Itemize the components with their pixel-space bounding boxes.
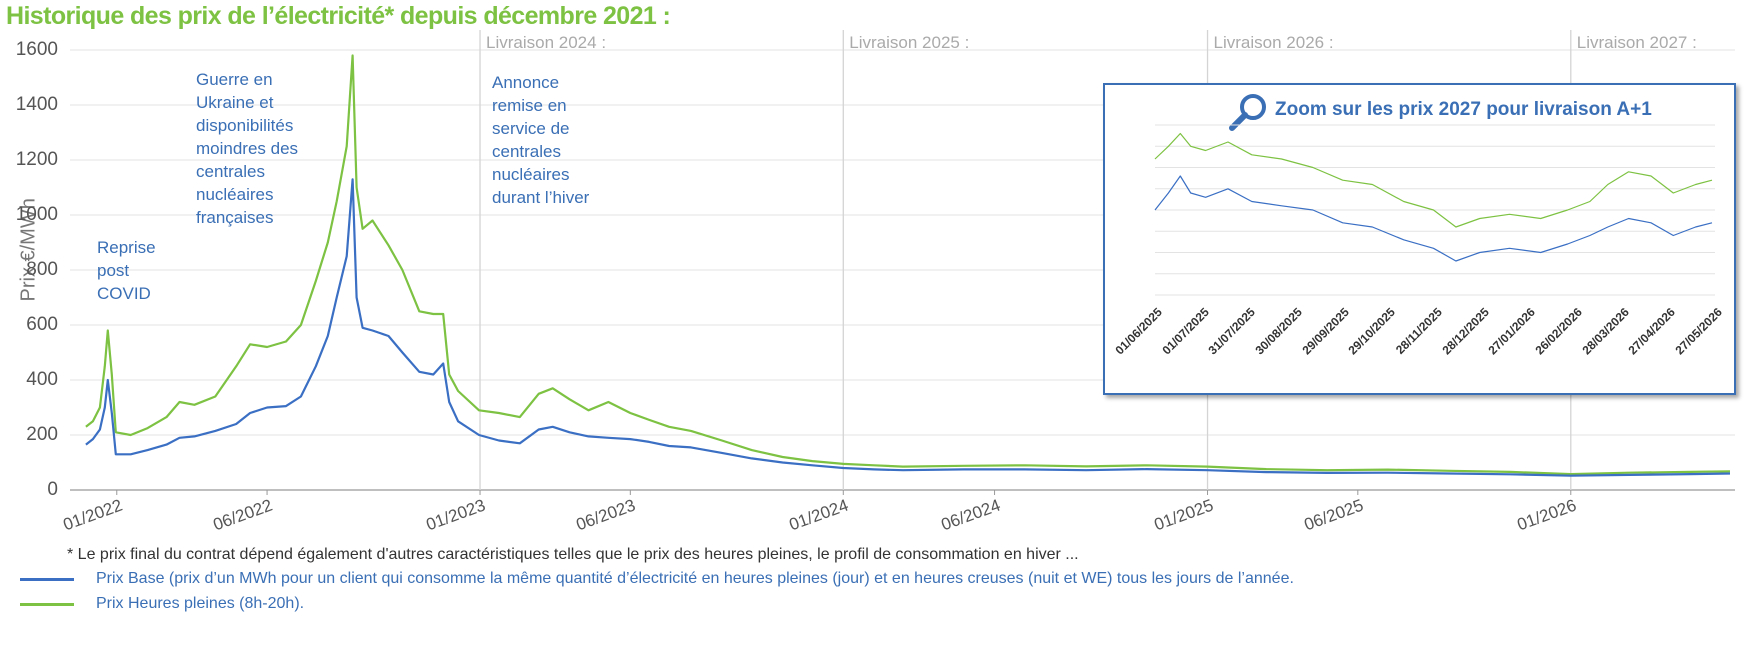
- annotation-line: service de: [492, 119, 570, 138]
- y-tick-label: 1200: [15, 149, 58, 170]
- annotation-line: Annonce: [492, 73, 560, 92]
- y-tick-label: 600: [26, 314, 58, 335]
- annotation-line: durant l’hiver: [492, 188, 590, 207]
- annotation-line: remise en: [492, 96, 567, 115]
- legend-label-base: Prix Base (prix d’un MWh pour un client …: [96, 570, 1294, 587]
- delivery-label: Livraison 2026 :: [1213, 33, 1334, 52]
- annotation-3: Annonce remise en service de centrales nuclé…: [492, 71, 589, 209]
- annotation-line: françaises: [196, 208, 274, 227]
- legend-item-base: Prix Base (prix d’un MWh pour un client …: [20, 568, 1294, 590]
- annotation-line: Ukraine et: [196, 93, 274, 112]
- annotation-line: Reprise: [97, 238, 156, 257]
- annotation-2: Guerre en Ukraine et disponibilités moindre…: [196, 68, 298, 229]
- series-line-heures-pleines: [85, 54, 1731, 476]
- chart-title: Historique des prix de l’électricité* de…: [6, 2, 671, 30]
- delivery-label: Livraison 2027 :: [1576, 33, 1697, 52]
- annotation-line: Guerre en: [196, 70, 273, 89]
- legend-item-hp: Prix Heures pleines (8h-20h).: [20, 593, 304, 615]
- inset-zoom-panel: Zoom sur les prix 2027 pour livraison A+…: [1103, 83, 1736, 395]
- legend-swatch-hp: [20, 602, 74, 606]
- y-tick-label: 1600: [15, 39, 58, 60]
- legend-label-hp: Prix Heures pleines (8h-20h).: [96, 595, 305, 612]
- legend-swatch-base: [20, 577, 74, 581]
- y-tick-label: 0: [47, 479, 58, 500]
- annotation-line: moindres des: [196, 139, 299, 158]
- annotation-line: nucléaires: [492, 165, 570, 184]
- annotation-line: nucléaires: [196, 185, 274, 204]
- annotation-line: post: [97, 261, 130, 280]
- series-line-base: [85, 178, 1731, 477]
- annotation-line: disponibilités: [196, 116, 294, 135]
- annotation-line: centrales: [196, 162, 265, 181]
- annotation-line: COVID: [97, 284, 151, 303]
- y-tick-label: 200: [26, 424, 58, 445]
- y-tick-label: 400: [26, 369, 58, 390]
- delivery-label: Livraison 2024 :: [486, 33, 607, 52]
- inset-series-line-heures-pleines: [1154, 132, 1713, 228]
- annotation-1: Reprise post COVID: [97, 236, 156, 305]
- annotation-line: centrales: [492, 142, 561, 161]
- inset-chart: [1154, 124, 1715, 296]
- magnifier-icon: [1229, 94, 1266, 131]
- y-tick-label: 800: [26, 259, 58, 280]
- footnote: * Le prix final du contrat dépend égalem…: [67, 546, 1079, 563]
- y-tick-label: 1400: [15, 94, 58, 115]
- inset-series-line-base: [1154, 175, 1713, 262]
- y-tick-label: 1000: [15, 204, 58, 225]
- inset-title: Zoom sur les prix 2027 pour livraison A+…: [1275, 99, 1652, 120]
- delivery-label: Livraison 2025 :: [849, 33, 970, 52]
